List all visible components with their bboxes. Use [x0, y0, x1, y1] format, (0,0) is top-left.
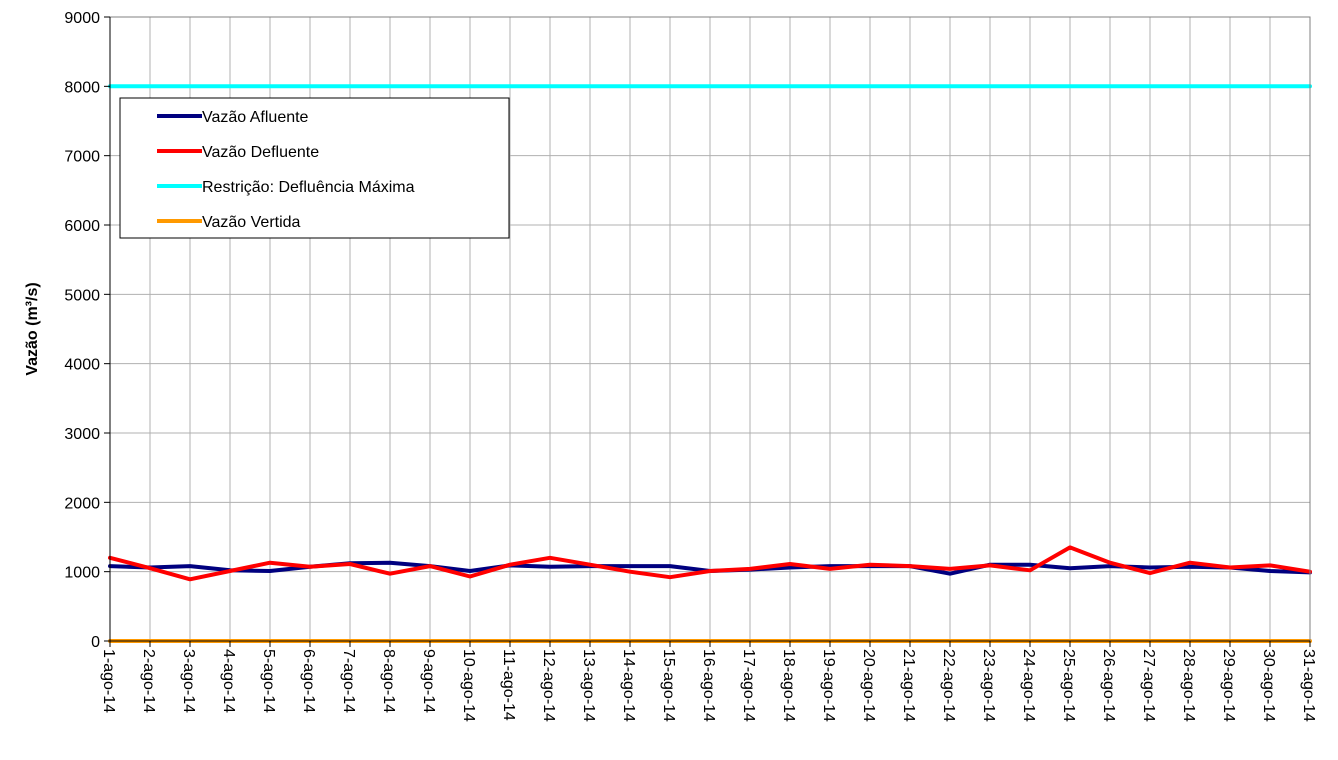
series-line-2 [108, 545, 1312, 582]
x-tick-label: 16-ago-14 [700, 649, 717, 722]
x-tick-label: 8-ago-14 [380, 649, 397, 713]
x-tick-label: 11-ago-14 [500, 649, 517, 721]
x-tick-label: 1-ago-14 [100, 649, 117, 713]
x-tick-label: 7-ago-14 [340, 649, 357, 713]
x-tick-label: 10-ago-14 [460, 649, 477, 722]
x-tick-label: 2-ago-14 [140, 649, 157, 713]
x-tick-label: 25-ago-14 [1060, 649, 1077, 722]
legend-label: Vazão Afluente [202, 109, 309, 126]
y-tick-label: 3000 [64, 426, 100, 443]
x-tick-label: 19-ago-14 [820, 649, 837, 722]
legend-label: Vazão Defluente [202, 144, 319, 161]
x-tick-label: 29-ago-14 [1220, 649, 1237, 722]
y-tick-label: 5000 [64, 287, 100, 304]
x-tick-label: 26-ago-14 [1100, 649, 1117, 722]
x-tick-label: 24-ago-14 [1020, 649, 1037, 722]
x-tick-label: 14-ago-14 [620, 649, 637, 722]
x-tick-label: 31-ago-14 [1300, 649, 1317, 722]
legend-label: Vazão Vertida [202, 214, 301, 231]
y-tick-label: 9000 [64, 10, 100, 27]
x-tick-label: 28-ago-14 [1180, 649, 1197, 722]
y-tick-label: 7000 [64, 149, 100, 166]
x-tick-label: 22-ago-14 [940, 649, 957, 722]
x-tick-label: 30-ago-14 [1260, 649, 1277, 722]
x-tick-label: 17-ago-14 [740, 649, 757, 722]
y-tick-label: 0 [91, 634, 100, 651]
x-tick-label: 27-ago-14 [1140, 649, 1157, 722]
legend-label: Restrição: Defluência Máxima [202, 179, 415, 196]
x-tick-label: 9-ago-14 [420, 649, 437, 713]
y-tick-label: 1000 [64, 565, 100, 582]
x-tick-label: 4-ago-14 [220, 649, 237, 713]
y-tick-label: 4000 [64, 357, 100, 374]
legend-box [119, 97, 510, 239]
x-tick-label: 12-ago-14 [540, 649, 557, 722]
x-tick-label: 18-ago-14 [780, 649, 797, 722]
y-tick-label: 8000 [64, 79, 100, 96]
x-tick-label: 5-ago-14 [260, 649, 277, 713]
x-tick-label: 23-ago-14 [980, 649, 997, 722]
x-axis: 1-ago-14 2-ago-14 3-ago-14 4-ago-14 5-ago-14… [100, 640, 1317, 722]
y-axis: 0 1000 2000 3000 4000 5000 6000 7000 8000 9000 [64, 10, 111, 651]
x-tick-label: 6-ago-14 [300, 649, 317, 713]
y-axis-label: Vazão (m³/s) [24, 282, 41, 375]
y-tick-label: 2000 [64, 495, 100, 512]
legend: Vazão Afluente Vazão Defluente Restrição: … [119, 97, 510, 239]
x-tick-label: 13-ago-14 [580, 649, 597, 722]
x-tick-label: 3-ago-14 [180, 649, 197, 713]
y-tick-label: 6000 [64, 218, 100, 235]
x-tick-label: 15-ago-14 [660, 649, 677, 722]
x-tick-label: 20-ago-14 [860, 649, 877, 722]
x-tick-label: 21-ago-14 [900, 649, 917, 722]
